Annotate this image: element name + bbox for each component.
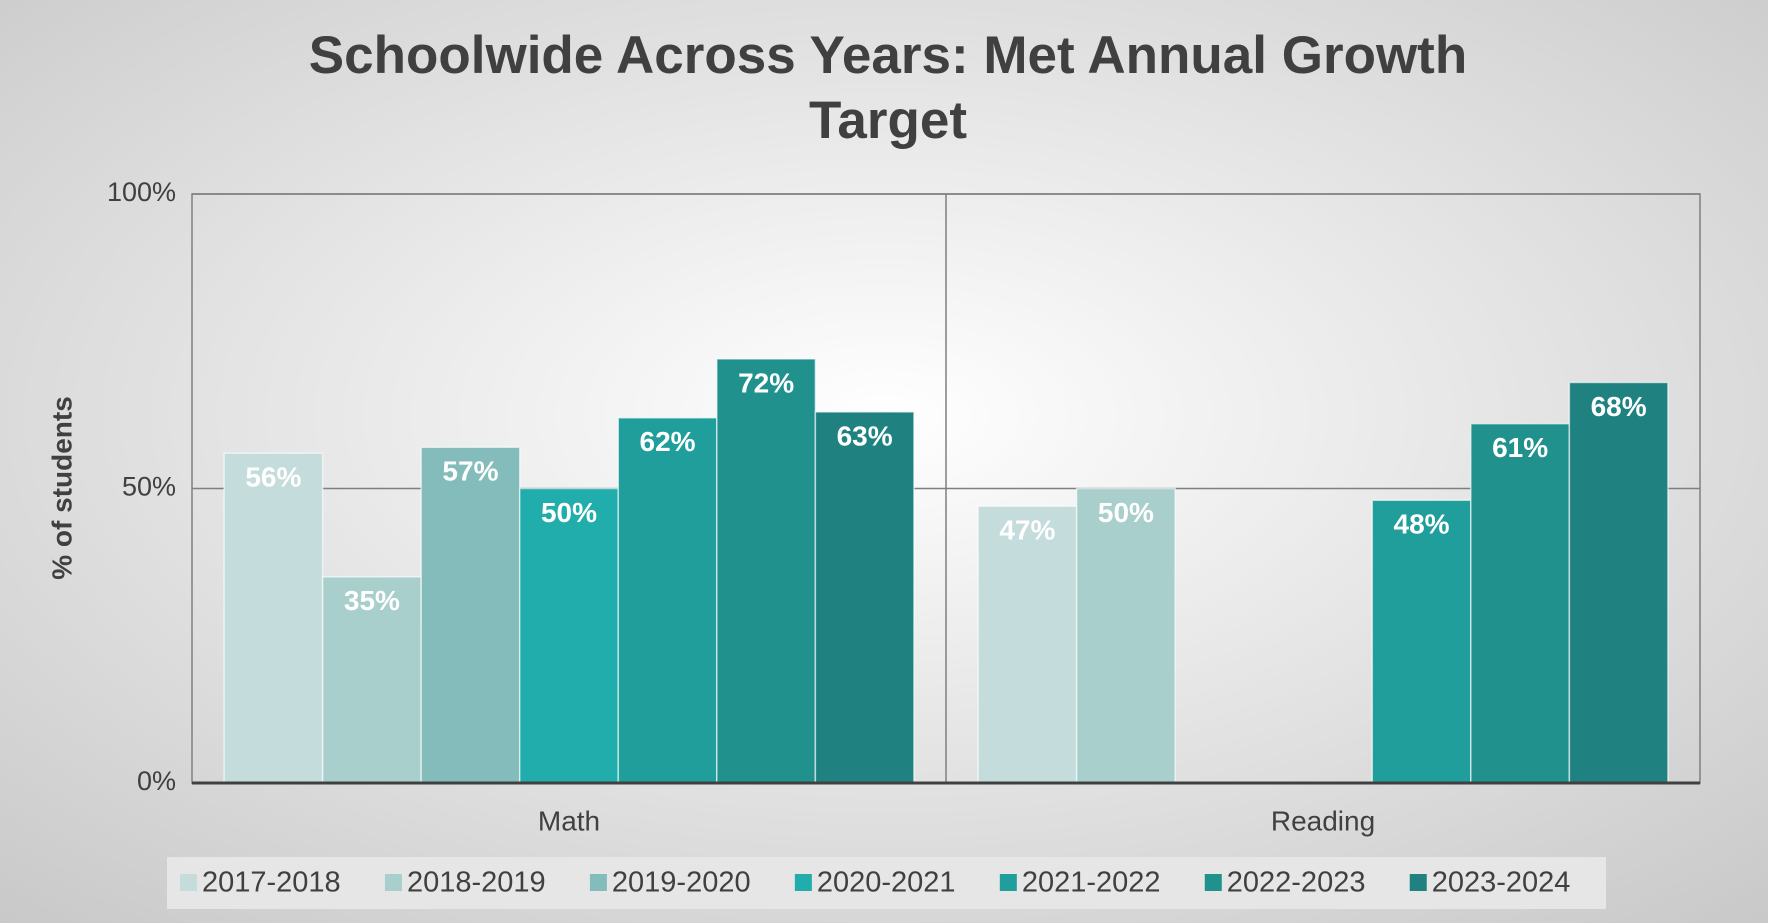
legend-label: 2018-2019 (407, 867, 546, 899)
bar (223, 452, 324, 784)
y-tick-label: 100% (107, 177, 176, 207)
data-label: 50% (1098, 497, 1154, 528)
legend-swatch (794, 874, 812, 891)
legend-swatch (180, 874, 197, 891)
bar (420, 446, 521, 784)
legend-swatch (1204, 874, 1222, 891)
legend-label: 2017-2018 (202, 867, 341, 899)
data-label: 35% (344, 585, 400, 616)
bar (1470, 422, 1571, 784)
data-label: 68% (1591, 391, 1647, 422)
legend-swatch (999, 874, 1017, 891)
bar (617, 417, 718, 784)
legend-swatch (1409, 874, 1427, 891)
legend-swatch (589, 874, 607, 891)
bar (716, 358, 817, 784)
data-label: 72% (738, 367, 794, 398)
x-tick-label: Reading (1271, 805, 1375, 836)
legend-box (167, 857, 1606, 909)
bar (814, 411, 915, 784)
bar (1371, 499, 1472, 784)
y-tick-label: 50% (122, 472, 176, 502)
data-label: 57% (442, 456, 498, 487)
bar (321, 576, 422, 784)
data-label: 63% (837, 420, 893, 451)
y-axis-label: % of students (46, 396, 77, 580)
data-label: 48% (1394, 509, 1450, 540)
x-tick-label: Math (538, 805, 600, 836)
legend-swatch (384, 874, 402, 891)
legend-label: 2022-2023 (1227, 867, 1366, 899)
bar (977, 505, 1078, 784)
data-label: 47% (999, 515, 1055, 546)
bar (1568, 381, 1669, 784)
y-tick-label: 0% (137, 766, 176, 796)
data-label: 56% (245, 462, 301, 493)
data-label: 50% (541, 497, 597, 528)
chart-title: Schoolwide Across Years: Met Annual Grow… (309, 26, 1467, 150)
bar (518, 487, 620, 784)
legend-label: 2020-2021 (817, 867, 956, 899)
legend-label: 2021-2022 (1022, 867, 1161, 899)
legend-label: 2019-2020 (612, 867, 751, 899)
legend-label: 2023-2024 (1432, 867, 1571, 899)
data-label: 62% (640, 426, 696, 457)
bar (1075, 487, 1176, 784)
data-label: 61% (1492, 432, 1548, 463)
